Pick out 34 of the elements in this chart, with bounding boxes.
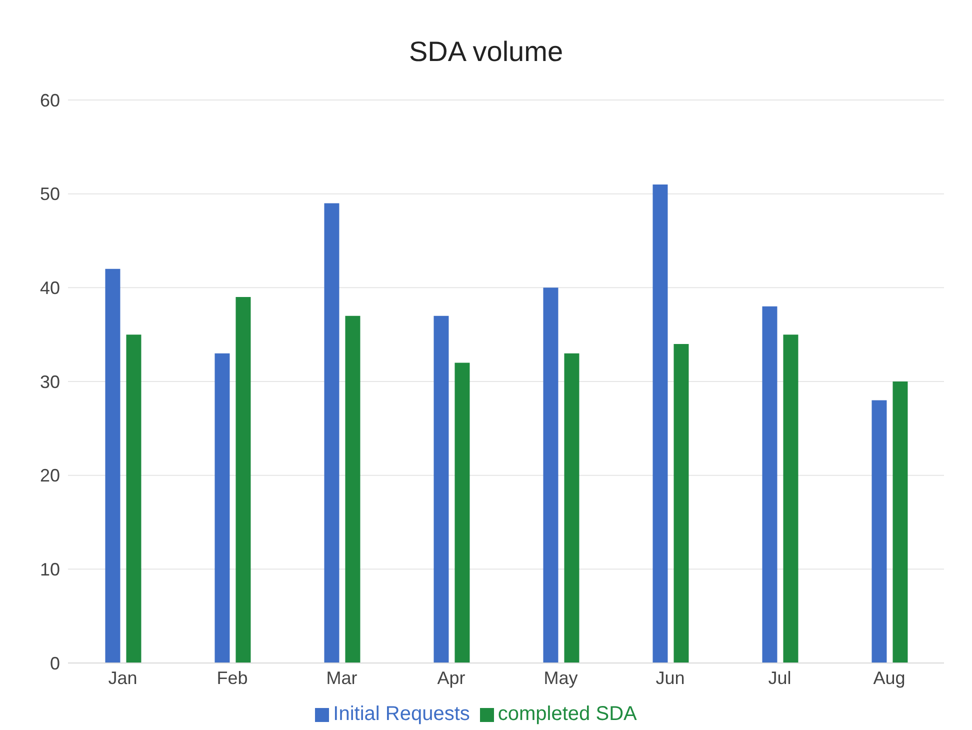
y-tick-label: 30 <box>40 372 60 392</box>
y-tick-label: 40 <box>40 278 60 298</box>
x-tick-label: Jul <box>768 668 792 688</box>
y-tick-label: 20 <box>40 466 60 486</box>
x-tick-label: Jan <box>108 668 138 688</box>
y-tick-label: 10 <box>40 560 60 580</box>
bar <box>652 184 668 663</box>
legend-label: completed SDA <box>498 703 637 725</box>
bar <box>345 316 360 663</box>
legend-label: Initial Requests <box>333 703 470 725</box>
bar <box>214 353 230 663</box>
bar <box>434 316 449 663</box>
bar <box>872 400 887 663</box>
bar <box>126 334 142 663</box>
x-tick-label: Aug <box>873 668 906 688</box>
x-tick-label: Mar <box>326 668 358 688</box>
x-tick-label: Feb <box>216 668 248 688</box>
bar <box>564 353 580 663</box>
x-tick-label: Apr <box>437 668 466 688</box>
bar <box>892 382 908 663</box>
y-tick-label: 0 <box>50 653 60 674</box>
x-tick-label: Jun <box>656 668 685 688</box>
bar <box>543 288 558 663</box>
bar <box>105 268 120 663</box>
bar <box>762 306 778 663</box>
bar <box>236 297 251 663</box>
y-tick-label: 60 <box>40 90 60 110</box>
bar <box>674 344 689 663</box>
bar <box>783 334 798 663</box>
bar <box>324 203 340 663</box>
chart-title: SDA volume <box>408 35 564 69</box>
x-tick-label: May <box>544 668 578 688</box>
bar <box>454 362 470 663</box>
y-tick-label: 50 <box>40 184 60 204</box>
